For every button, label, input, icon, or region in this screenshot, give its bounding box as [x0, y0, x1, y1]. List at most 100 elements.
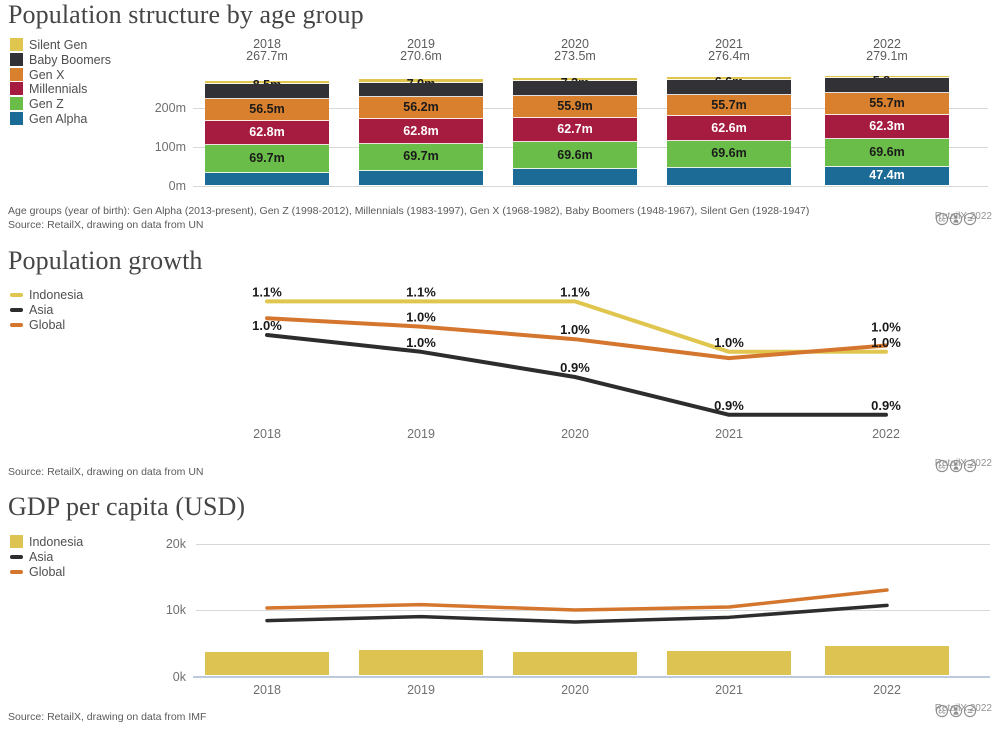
- bar-label: 69.7m: [249, 150, 285, 165]
- section-population-structure: Population structure by age group Silent…: [0, 0, 1001, 240]
- license-credit: cc RetailX 2022: [934, 211, 992, 226]
- x-axis-label: 2020: [561, 683, 589, 697]
- section-population-growth: Population growth Indonesia Asia Global 1.…: [0, 240, 1001, 480]
- line-series-canvas: [265, 588, 889, 624]
- bar-label: 62.3m: [869, 119, 905, 134]
- y-axis-label: 0m: [168, 178, 186, 193]
- bar-segment: [667, 77, 791, 80]
- legend-swatch: [10, 52, 23, 66]
- bar-label: 62.6m: [711, 120, 747, 135]
- bar-segment: [667, 167, 791, 185]
- bar-segment: [513, 81, 637, 97]
- line-series-global: [265, 316, 888, 361]
- legend-label: Silent Gen: [29, 38, 88, 52]
- bar-segment: [513, 142, 637, 170]
- bar-segment: [205, 80, 329, 84]
- legend-swatch: [10, 535, 23, 548]
- svg-text:cc: cc: [938, 708, 946, 715]
- bar-segment: [667, 140, 791, 168]
- license-credit: cc RetailX 2022: [935, 458, 992, 473]
- bar-segment: [513, 169, 637, 185]
- legend-swatch: [10, 82, 23, 96]
- bar-label: 62.7m: [557, 122, 593, 137]
- cc-license-icons: cc: [935, 212, 976, 226]
- bar-label: 62.8m: [403, 123, 439, 138]
- bar-label: 62.8m: [249, 125, 285, 140]
- line-label: 1.1%: [252, 284, 282, 299]
- footnote: Age groups (year of birth): Gen Alpha (2…: [8, 205, 810, 217]
- x-axis-label: 2018: [253, 683, 281, 697]
- bar-label: 69.6m: [557, 147, 593, 162]
- bar-column-total: 273.5m: [554, 49, 596, 63]
- chart-title: Population growth: [8, 246, 203, 275]
- legend-label: Asia: [29, 550, 54, 565]
- legend-label: Global: [29, 565, 66, 580]
- legend-item: Global: [10, 565, 180, 579]
- bar-column-total: 276.4m: [708, 49, 750, 63]
- legend-item: Millennials: [10, 82, 180, 96]
- bar-line-plot: 20k 10k 0k 2018 2019 2020 2021 2022: [0, 480, 1001, 740]
- legend-item: Global: [10, 318, 180, 332]
- line-series-canvas: 1.1% 1.1% 1.1%1.0% 1.0%1.0%1.0%0.9%0.9% 0.9%…: [252, 284, 901, 417]
- svg-text:cc: cc: [938, 463, 946, 470]
- cc-icon: [935, 212, 948, 226]
- credit-text: RetailX 2022: [934, 211, 992, 222]
- legend-item: Asia: [10, 550, 180, 564]
- legend-item: Baby Boomers: [10, 52, 180, 67]
- bar-column-total: 279.1m: [866, 49, 908, 63]
- bar-label: 56.2m: [403, 100, 439, 115]
- cc-icon: [935, 704, 948, 718]
- bar-segment: [359, 79, 483, 83]
- gdp-bar: [667, 650, 791, 676]
- gdp-bar: [205, 651, 329, 676]
- section-gdp-per-capita: GDP per capita (USD) Indonesia Asia Global…: [0, 480, 1001, 740]
- line-plot: 1.1% 1.1% 1.1% 1.0% 1.0% 1.0% 1.0% 0.9% 0.9% 0.9%…: [0, 240, 1001, 480]
- license-credit: cc RetailX 2022: [934, 703, 992, 718]
- legend-label: Baby Boomers: [29, 52, 111, 67]
- line-label: 1.0%: [560, 322, 590, 337]
- x-axis-label: 2022: [873, 683, 901, 697]
- gdp-bar: [513, 651, 637, 676]
- legend-swatch: [10, 112, 23, 125]
- line-label: 0.9%: [714, 398, 744, 413]
- line-label: 1.0%: [714, 335, 744, 350]
- cc-icon: [935, 459, 948, 473]
- legend-item: Indonesia: [10, 288, 180, 302]
- bar-column-year: 2022: [873, 37, 901, 51]
- bar-segment: [667, 116, 791, 141]
- x-axis-label: 2019: [407, 427, 435, 441]
- x-axis-label: 2020: [561, 427, 589, 441]
- x-axis-line: [193, 675, 990, 678]
- bar-column-year: 2018: [253, 37, 281, 51]
- bar-label: 69.7m: [403, 149, 439, 164]
- line-series-asia: [265, 603, 889, 624]
- line-label: 1.0%: [252, 318, 282, 333]
- legend-label: Gen Z: [29, 97, 64, 112]
- legend-swatch: [10, 555, 23, 560]
- bar-label: 56.5m: [249, 101, 285, 116]
- nd-icon: [963, 704, 976, 718]
- credit-text: RetailX 2022: [934, 703, 992, 714]
- bar-segment: [205, 172, 329, 185]
- legend-label: Gen X: [29, 67, 65, 82]
- bar-label: 47.4m: [869, 167, 905, 182]
- chart-title: GDP per capita (USD): [8, 492, 246, 521]
- legend-item: Silent Gen: [10, 38, 180, 52]
- bar-segment: [205, 145, 329, 173]
- bar-segment: [359, 143, 483, 172]
- attribution-icon: [949, 212, 962, 226]
- attribution-icon: [949, 704, 962, 718]
- bar-label: 69.6m: [869, 144, 905, 159]
- y-axis-label: 10k: [165, 603, 186, 617]
- bar-segment: [667, 79, 791, 95]
- line-label: 1.0%: [871, 320, 901, 335]
- legend: Indonesia Asia Global: [0, 535, 190, 585]
- y-axis-label: 0k: [172, 669, 186, 684]
- grid-line: [196, 543, 990, 545]
- line-label: 1.0%: [406, 335, 436, 350]
- source: Source: RetailX, drawing on data from UN: [8, 466, 204, 478]
- bar-label: 55.7m: [869, 96, 905, 111]
- line-label: 0.9%: [560, 360, 590, 375]
- bar-segment: [205, 120, 329, 146]
